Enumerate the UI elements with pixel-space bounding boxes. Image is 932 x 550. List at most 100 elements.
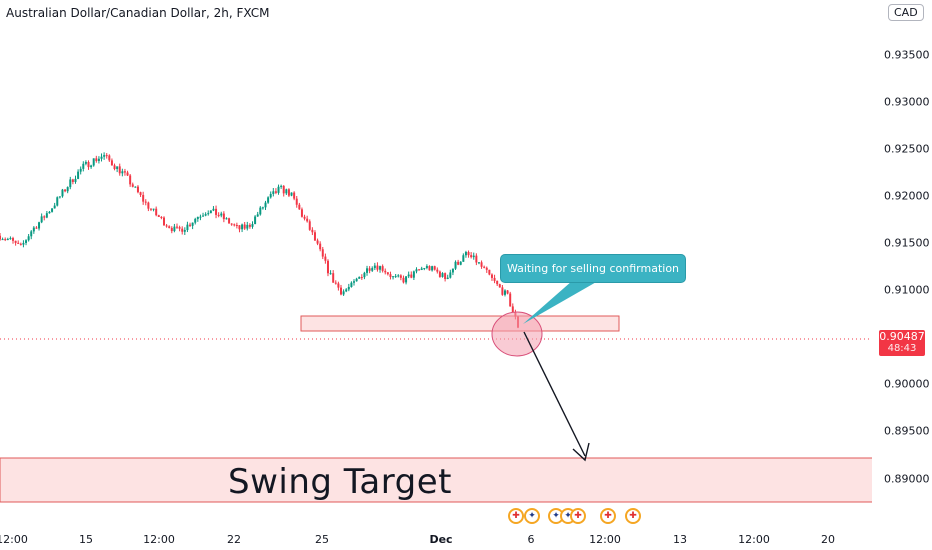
candle-body bbox=[38, 222, 41, 229]
candle-body bbox=[290, 192, 293, 196]
candle-body bbox=[472, 255, 475, 258]
candle-body bbox=[152, 208, 155, 210]
candle-body bbox=[25, 240, 28, 243]
candle-body bbox=[248, 224, 251, 227]
candle-body bbox=[392, 276, 395, 278]
candle-body bbox=[139, 192, 142, 195]
candle-body bbox=[412, 271, 415, 278]
candle-body bbox=[105, 155, 108, 157]
candle-body bbox=[149, 208, 152, 210]
candle-body bbox=[467, 252, 470, 256]
candle-body bbox=[418, 269, 421, 271]
candle-body bbox=[436, 269, 439, 272]
candle-body bbox=[64, 189, 67, 192]
candle-body bbox=[209, 210, 212, 214]
candle-body bbox=[407, 274, 410, 277]
canada-flag-icon[interactable]: ✚ bbox=[625, 508, 641, 524]
candle-body bbox=[506, 290, 509, 294]
candle-body bbox=[475, 255, 478, 263]
candle-body bbox=[136, 186, 139, 193]
price-plot[interactable] bbox=[0, 0, 872, 527]
candle-body bbox=[350, 282, 353, 287]
candle-body bbox=[176, 226, 179, 228]
candle-body bbox=[35, 227, 38, 229]
candle-body bbox=[496, 280, 499, 285]
candle-body bbox=[459, 261, 462, 265]
candle-body bbox=[441, 273, 444, 277]
candle-body bbox=[316, 240, 319, 244]
candle-body bbox=[202, 215, 205, 217]
candle-body bbox=[66, 187, 69, 192]
candle-body bbox=[95, 158, 98, 161]
candle-body bbox=[100, 156, 103, 159]
candle-body bbox=[147, 202, 150, 209]
candle-body bbox=[503, 290, 506, 295]
candle-body bbox=[157, 215, 160, 217]
candle-body bbox=[131, 184, 134, 187]
candle-body bbox=[74, 178, 77, 182]
time-tick: Dec bbox=[429, 533, 453, 546]
candle-body bbox=[470, 255, 473, 258]
currency-badge[interactable]: CAD bbox=[888, 4, 924, 21]
canada-flag-icon[interactable]: ✚ bbox=[570, 508, 586, 524]
candle-body bbox=[90, 165, 93, 168]
callout-note[interactable]: Waiting for selling confirmation bbox=[500, 254, 686, 283]
candle-body bbox=[17, 242, 20, 244]
candle-body bbox=[373, 265, 376, 269]
candle-body bbox=[353, 281, 356, 283]
time-axis[interactable]: 12:00 15 12:00 22 25 Dec 6 12:00 13 12:0… bbox=[0, 527, 872, 550]
candle-body bbox=[92, 158, 95, 166]
candle-body bbox=[144, 201, 147, 203]
canada-flag-icon[interactable]: ✚ bbox=[508, 508, 524, 524]
time-tick: 12:00 bbox=[0, 533, 28, 546]
canada-flag-icon[interactable]: ✚ bbox=[600, 508, 616, 524]
australia-flag-icon[interactable]: ✦ bbox=[524, 508, 540, 524]
candle-body bbox=[168, 226, 171, 228]
last-price-tag: 0.90487 48:43 bbox=[879, 330, 925, 356]
candle-body bbox=[379, 266, 382, 270]
candle-body bbox=[6, 238, 9, 240]
candle-body bbox=[254, 216, 257, 225]
candle-body bbox=[326, 260, 329, 274]
bar-countdown: 48:43 bbox=[887, 343, 917, 354]
candle-body bbox=[228, 218, 231, 224]
candle-body bbox=[511, 306, 514, 312]
candle-body bbox=[347, 286, 350, 290]
callout-pointer bbox=[523, 281, 598, 324]
candle-body bbox=[397, 275, 400, 277]
candle-body bbox=[319, 243, 322, 250]
candle-body bbox=[241, 224, 244, 230]
price-tick: 0.93000 bbox=[884, 95, 930, 109]
candle-body bbox=[155, 208, 158, 216]
candle-body bbox=[337, 283, 340, 288]
price-tick: 0.92500 bbox=[884, 142, 930, 156]
candle-body bbox=[61, 189, 64, 197]
candle-body bbox=[40, 216, 43, 223]
candle-body bbox=[498, 284, 501, 288]
time-tick: 12:00 bbox=[143, 533, 175, 546]
candle-body bbox=[274, 191, 277, 193]
candle-body bbox=[308, 221, 311, 230]
candle-body bbox=[82, 163, 85, 169]
support-zone bbox=[300, 315, 620, 332]
candle-body bbox=[280, 185, 283, 187]
candle-body bbox=[332, 273, 335, 283]
candle-body bbox=[45, 213, 48, 218]
candle-body bbox=[261, 207, 264, 209]
candle-body bbox=[142, 194, 145, 202]
candle-body bbox=[311, 229, 314, 233]
swing-target-label[interactable]: Swing Target bbox=[228, 462, 452, 502]
time-tick: 25 bbox=[315, 533, 329, 546]
candle-body bbox=[300, 209, 303, 217]
candle-body bbox=[56, 197, 59, 206]
time-tick: 22 bbox=[227, 533, 241, 546]
candle-body bbox=[267, 197, 270, 203]
candle-body bbox=[358, 277, 361, 279]
candle-body bbox=[191, 222, 194, 226]
candle-body bbox=[189, 224, 192, 226]
candle-body bbox=[306, 218, 309, 222]
price-axis[interactable]: 0.93500 0.93000 0.92500 0.92000 0.91500 … bbox=[872, 0, 932, 550]
candle-body bbox=[509, 293, 512, 307]
candle-body bbox=[212, 208, 215, 211]
